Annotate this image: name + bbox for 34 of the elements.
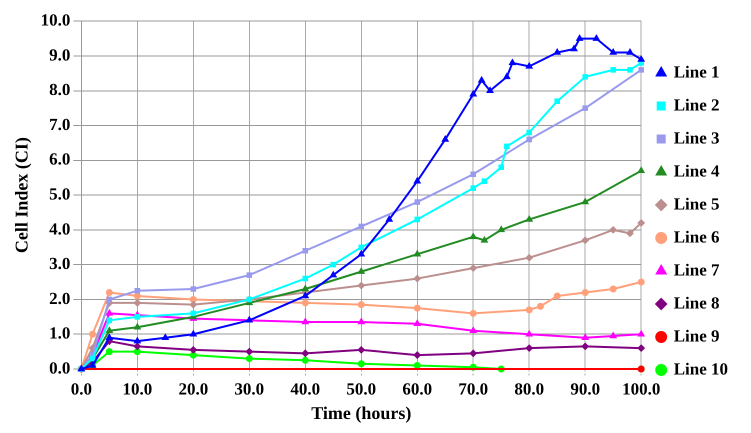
x-tick-label: 10.0 (122, 380, 152, 399)
x-tick-label: 100.0 (622, 380, 660, 399)
y-tick-label: 3.0 (49, 254, 70, 274)
y-tick-label: 6.0 (49, 150, 70, 169)
x-tick-label: 0.0 (70, 380, 92, 399)
y-tick-label: 1.0 (49, 324, 70, 343)
y-tick-label: 9.0 (49, 45, 70, 64)
legend-label: Line 7 (674, 260, 720, 280)
legend-label: Line 4 (674, 161, 720, 180)
x-tick-label: 30.0 (234, 380, 264, 399)
legend-label: Line 1 (674, 62, 720, 82)
legend-label: Line 2 (674, 95, 720, 114)
x-tick-label: 70.0 (458, 380, 488, 399)
legend-label: Line 9 (674, 326, 720, 346)
y-tick-label: 2.0 (49, 288, 70, 308)
x-tick-label: 20.0 (178, 380, 208, 399)
y-tick-label: 10.0 (40, 10, 70, 30)
y-tick-label: 7.0 (49, 114, 70, 134)
y-tick-label: 8.0 (49, 80, 70, 100)
x-tick-label: 60.0 (402, 380, 432, 399)
y-tick-label: 0.0 (49, 358, 70, 378)
x-tick-label: 50.0 (346, 380, 376, 399)
y-tick-label: 4.0 (49, 219, 70, 238)
x-axis-title: Time (hours) (311, 402, 412, 423)
legend-label: Line 10 (674, 359, 728, 378)
x-tick-label: 40.0 (290, 380, 320, 399)
legend-label: Line 5 (674, 194, 720, 214)
x-tick-label: 90.0 (570, 380, 600, 399)
legend-label: Line 8 (674, 293, 720, 312)
legend-label: Line 6 (674, 227, 720, 246)
legend-label: Line 3 (674, 128, 720, 148)
y-tick-label: 5.0 (49, 184, 70, 204)
y-axis-title: Cell Index (CI) (11, 137, 32, 254)
x-tick-label: 80.0 (514, 380, 544, 399)
